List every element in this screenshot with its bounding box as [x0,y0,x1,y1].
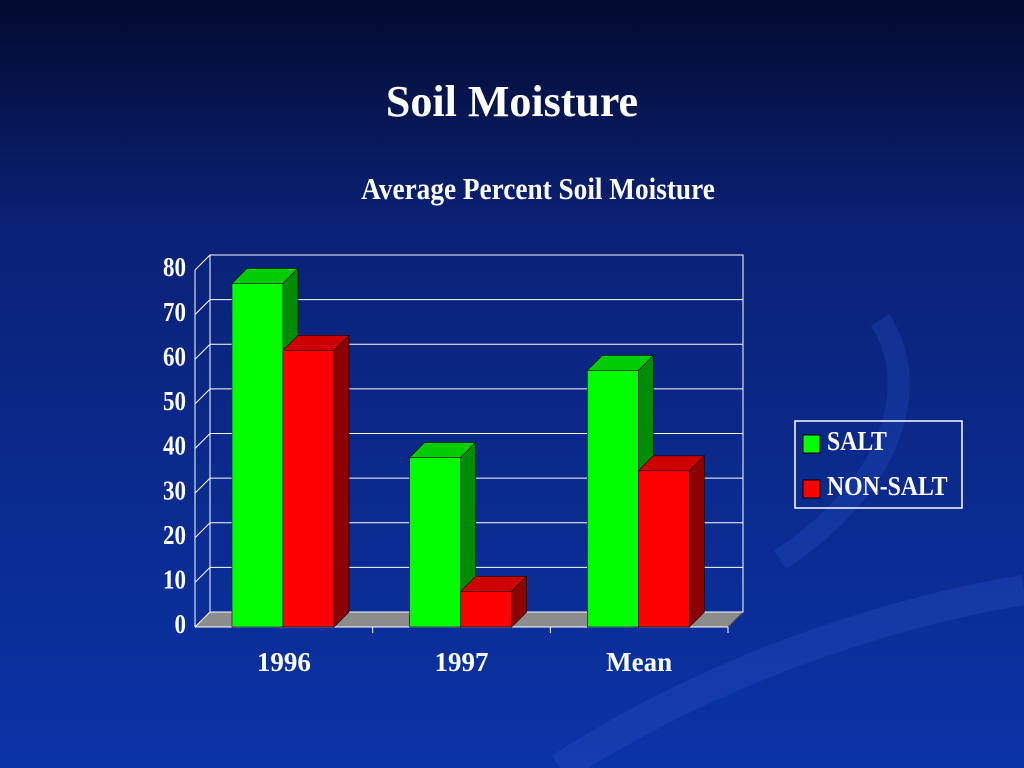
plot: 0 10 20 30 40 50 60 70 80 1996 1997 Mean SALT NON-SAL… [163,254,963,677]
bar [231,283,284,628]
grid-line [194,566,743,583]
y-tick-label: 30 [163,477,186,506]
decor-curve [551,575,1024,768]
grid-line [194,299,743,315]
legend: SALT NON-SALT [794,420,963,509]
grid-line [194,477,743,494]
grid-line [194,388,743,405]
y-tick-label: 0 [175,611,186,640]
bar-side [689,455,705,628]
x-tick-label: Mean [606,647,672,677]
grid-line [194,254,743,271]
y-tick-label: 70 [163,298,186,327]
legend-swatch [802,479,821,499]
grid-line [194,611,743,628]
y-tick-label: 40 [163,432,186,461]
grid-line [194,522,743,539]
legend-label: SALT [827,426,887,457]
y-tick-label: 10 [163,566,186,595]
y-tick-label: 50 [163,387,186,416]
legend-swatch [802,434,821,454]
bar [460,590,512,628]
legend-box [794,420,963,509]
grid-line [194,433,743,449]
slide-title: Soil Moisture [386,77,638,126]
x-tick-label: 1996 [257,647,311,677]
grid-line [194,343,743,360]
bar [638,470,690,628]
bar [587,370,639,628]
bar [282,350,335,628]
y-tick-label: 20 [163,521,186,550]
legend-label: NON-SALT [827,471,948,502]
bar [409,457,461,628]
y-tick-label: 80 [163,254,186,283]
decor-curve [773,313,910,570]
x-tick-label: 1997 [435,647,489,677]
y-tick-label: 60 [163,343,186,372]
bar-side [333,334,350,628]
chart-title: Average Percent Soil Moisture [361,173,715,207]
